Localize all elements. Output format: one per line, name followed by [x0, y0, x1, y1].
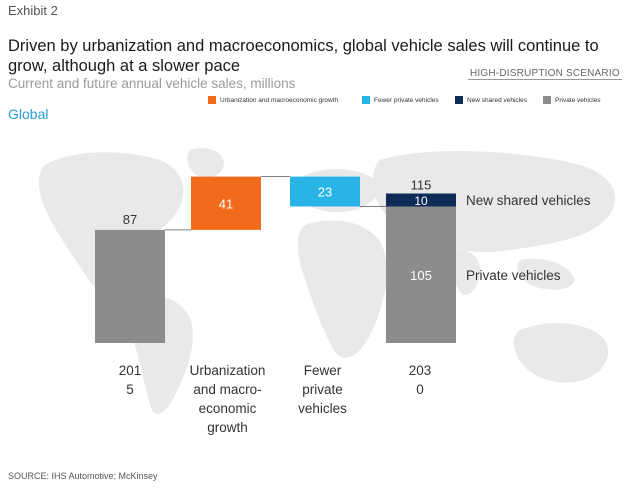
legend-swatch: [208, 96, 216, 104]
chart-subtitle: Current and future annual vehicle sales,…: [8, 76, 296, 91]
legend-label: New shared vehicles: [467, 96, 527, 104]
chart-title: Driven by urbanization and macroeconomic…: [8, 37, 599, 75]
map-australia: [513, 323, 609, 383]
category-label-line: 5: [126, 382, 134, 397]
legend-swatch: [362, 96, 370, 104]
legend-swatch: [455, 96, 463, 104]
category-label-2015: 201 5: [95, 361, 165, 399]
category-label-2030: 203 0: [385, 361, 455, 399]
category-label-line: 0: [416, 382, 424, 397]
legend-swatch: [543, 96, 551, 104]
category-label-urbanization: Urbanization and macro- economic growth: [180, 361, 275, 437]
scenario-tag: HIGH-DISRUPTION SCENARIO: [468, 68, 622, 80]
map-greenland: [187, 148, 224, 178]
bar-2030-private: [386, 206, 456, 343]
category-label-line: economic: [198, 401, 257, 416]
bar-2015-total: [95, 229, 165, 343]
bar-urbanization-increase: [191, 176, 261, 230]
exhibit-label: Exhibit 2: [8, 3, 58, 18]
map-north-america: [38, 152, 184, 286]
data-label-2030-shared: 10: [414, 194, 428, 208]
category-label-line: Fewer: [303, 363, 342, 378]
category-label-line: and macro-: [193, 382, 262, 397]
map-africa: [297, 220, 387, 358]
category-label-line: private: [302, 382, 343, 397]
legend-item-new-shared: New shared vehicles: [455, 96, 527, 104]
data-label-2030-private: 105: [410, 268, 432, 283]
data-label-urbanization: 41: [219, 196, 233, 211]
region-label: Global: [8, 106, 49, 122]
legend-item-fewer-private: Fewer private vehicles: [362, 96, 439, 104]
legend-item-private: Private vehicles: [543, 96, 601, 104]
source-note: SOURCE: IHS Automotive; McKinsey: [8, 471, 158, 481]
legend-label: Urbanization and macroeconomic growth: [220, 96, 339, 104]
bar-fewer-private-decrease: [290, 176, 360, 207]
series-label-new-shared: New shared vehicles: [466, 193, 591, 208]
series-label-private: Private vehicles: [466, 268, 561, 283]
data-label-fewer-private: 23: [318, 185, 332, 200]
category-label-line: growth: [207, 420, 248, 435]
legend-label: Private vehicles: [555, 96, 601, 104]
data-label-2015: 87: [123, 212, 137, 227]
category-label-line: vehicles: [298, 401, 347, 416]
category-label-line: Urbanization: [189, 363, 266, 378]
legend-item-urbanization: Urbanization and macroeconomic growth: [208, 96, 338, 104]
category-label-line: 201: [118, 363, 142, 378]
map-southeast-asia: [517, 258, 575, 290]
category-label-fewer-private: Fewer private vehicles: [285, 361, 360, 418]
legend-label: Fewer private vehicles: [374, 96, 439, 104]
bar-2030-shared: [386, 193, 456, 207]
map-india: [451, 249, 481, 296]
category-label-line: 203: [408, 363, 432, 378]
data-label-2030-total: 115: [411, 178, 432, 193]
